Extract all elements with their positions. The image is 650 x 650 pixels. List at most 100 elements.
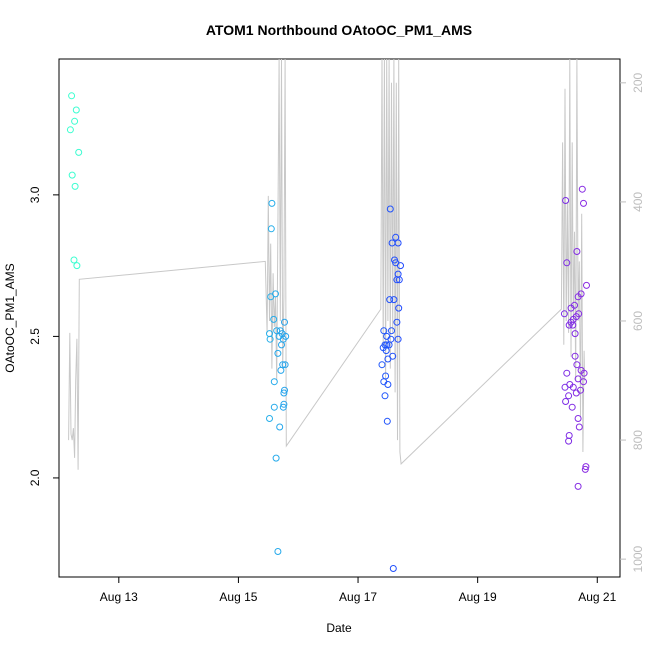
data-point: [389, 565, 397, 572]
data-point: [580, 378, 587, 386]
data-point: [378, 361, 386, 369]
data-point: [394, 335, 402, 343]
x-tick-label: Aug 19: [459, 590, 497, 604]
data-point: [388, 327, 395, 335]
data-point: [580, 369, 588, 377]
data-point: [281, 361, 289, 369]
data-point: [272, 454, 280, 462]
data-point: [280, 389, 288, 397]
data-point: [565, 392, 573, 400]
data-point: [266, 335, 274, 343]
data-point: [72, 106, 80, 114]
data-point: [279, 403, 287, 411]
data-point: [73, 262, 81, 270]
line-series-layer: [68, 59, 586, 470]
data-point: [383, 417, 391, 425]
right-tick-label: 600: [631, 311, 645, 331]
data-point: [574, 415, 582, 422]
data-point: [68, 92, 76, 100]
data-point: [573, 248, 581, 255]
data-point: [569, 383, 577, 391]
data-point: [390, 296, 398, 304]
data-point: [70, 256, 78, 264]
y-tick-label: 2.5: [28, 328, 42, 345]
data-point: [573, 361, 581, 369]
data-point: [571, 352, 579, 360]
y-axis-label: OAtoOC_PM1_AMS: [3, 263, 17, 372]
data-point: [71, 117, 79, 125]
data-point: [384, 355, 392, 363]
data-point: [282, 332, 290, 340]
data-point: [281, 318, 288, 326]
data-point: [394, 239, 402, 247]
series-line: [68, 59, 586, 470]
data-point: [395, 276, 403, 284]
data-point: [583, 281, 590, 289]
y-tick-label: 3.0: [28, 186, 42, 203]
data-point: [268, 199, 276, 207]
data-point: [270, 315, 278, 323]
data-point: [393, 318, 401, 326]
data-point: [75, 148, 83, 156]
data-point: [581, 465, 589, 473]
x-tick-label: Aug 15: [219, 590, 257, 604]
data-point: [386, 296, 394, 304]
data-point: [281, 386, 288, 394]
data-point: [274, 548, 282, 555]
data-point: [582, 463, 590, 471]
data-point: [381, 392, 389, 400]
data-point: [270, 378, 278, 386]
data-point: [267, 225, 275, 233]
y-axis-ticks: 2.0 2.5 3.0: [28, 186, 59, 486]
data-point: [274, 349, 282, 357]
data-point: [277, 366, 285, 374]
data-point: [565, 437, 573, 445]
data-point: [266, 415, 273, 422]
data-point: [580, 199, 587, 207]
data-point: [574, 293, 582, 301]
right-tick-label: 400: [631, 192, 645, 212]
x-tick-label: Aug 17: [339, 590, 377, 604]
data-point: [384, 381, 392, 388]
data-point: [395, 304, 403, 312]
data-point: [562, 398, 570, 405]
data-point: [563, 259, 571, 267]
data-point: [578, 185, 586, 193]
data-point: [565, 321, 573, 329]
data-point: [392, 233, 400, 241]
data-point: [393, 276, 401, 284]
x-axis-label: Date: [326, 621, 352, 635]
data-point: [562, 197, 570, 204]
data-point: [71, 182, 79, 190]
data-point: [382, 347, 390, 355]
chart-title: ATOM1 Northbound OAtoOC_PM1_AMS: [206, 22, 472, 38]
data-point: [569, 321, 577, 329]
data-point: [397, 262, 404, 270]
x-tick-label: Aug 21: [578, 590, 616, 604]
data-point: [280, 400, 288, 408]
data-point: [572, 389, 580, 397]
data-point: [568, 403, 576, 411]
right-tick-label: 800: [631, 430, 645, 450]
data-point: [385, 341, 393, 349]
data-point: [571, 330, 579, 338]
data-point: [561, 383, 569, 391]
data-point: [380, 327, 388, 335]
data-point: [574, 375, 582, 383]
data-point: [575, 423, 583, 431]
x-tick-label: Aug 13: [100, 590, 138, 604]
scatter-points-layer: [66, 92, 590, 572]
data-point: [66, 126, 74, 134]
data-point: [68, 171, 76, 179]
x-axis-ticks: Aug 13 Aug 15 Aug 17 Aug 19 Aug 21: [100, 577, 617, 604]
data-point: [276, 423, 284, 431]
data-point: [270, 403, 278, 411]
right-tick-label: 1000: [631, 545, 645, 572]
right-tick-label: 200: [631, 72, 645, 92]
data-point: [273, 327, 281, 335]
data-point: [560, 310, 568, 318]
y-tick-label: 2.0: [28, 469, 42, 486]
data-point: [575, 310, 583, 318]
data-point: [563, 369, 571, 377]
